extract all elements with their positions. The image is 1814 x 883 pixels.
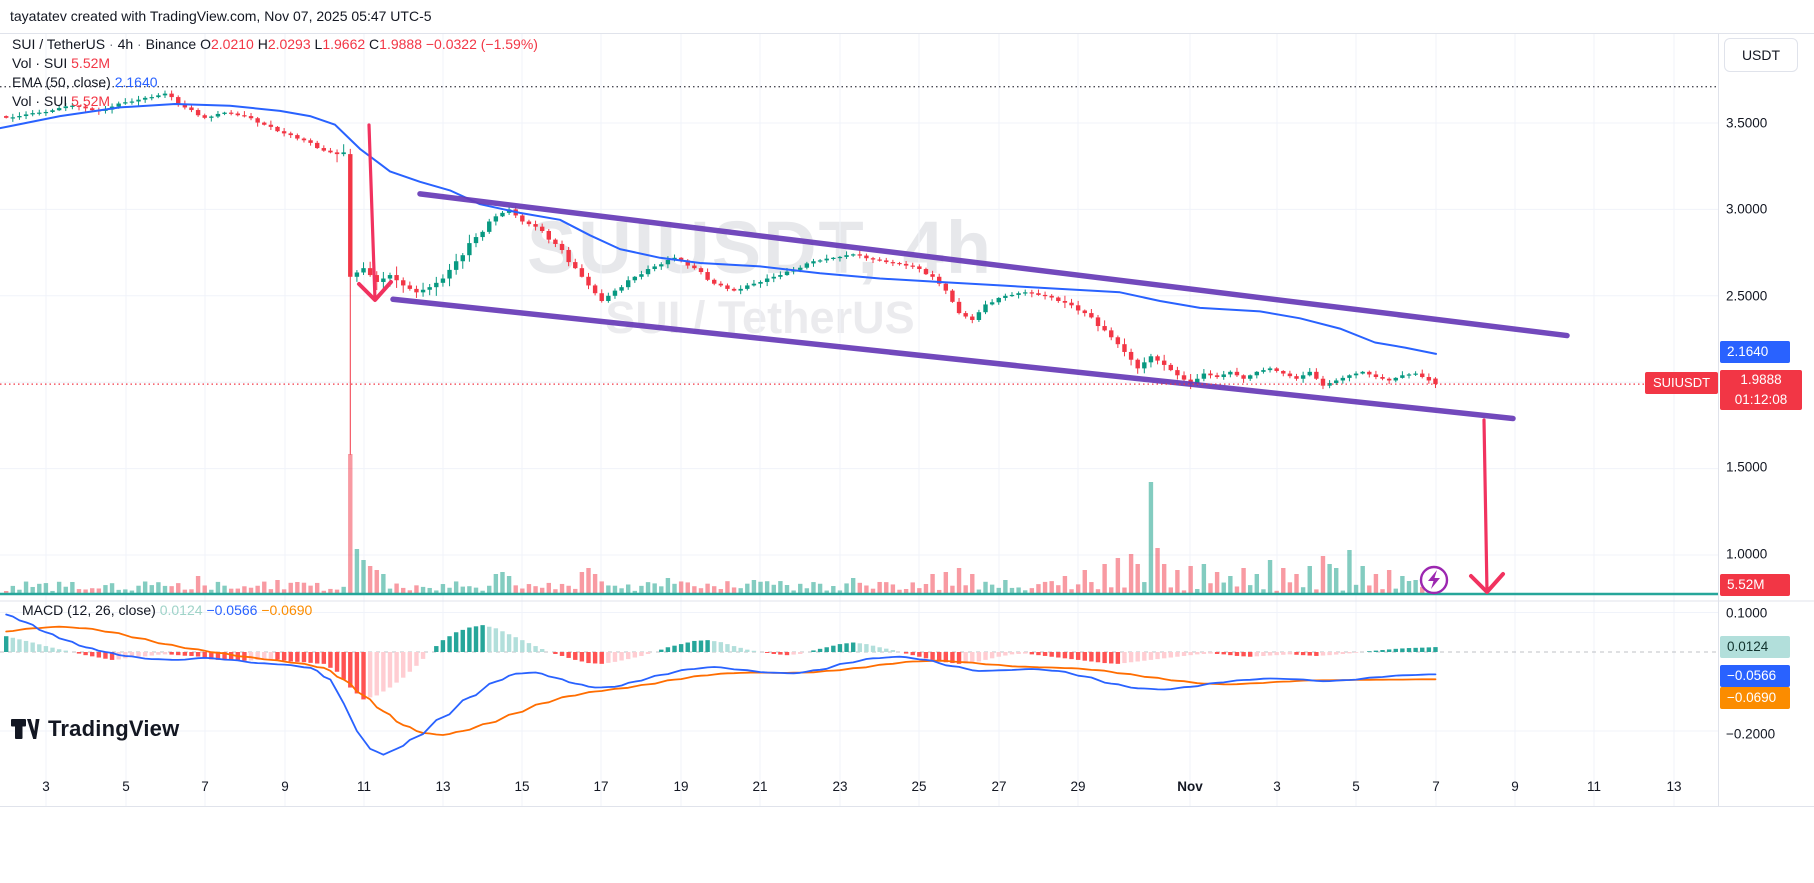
price-tick-label: −0.2000	[1726, 726, 1776, 742]
legend-volume-indicator-row[interactable]: Vol · SUI 5.52M	[12, 93, 538, 110]
ema-axis-badge: 2.1640	[1720, 341, 1790, 363]
price-tick-label: 0.1000	[1726, 605, 1768, 621]
time-tick-label: 23	[832, 779, 848, 794]
volume-value: 5.52M	[71, 55, 111, 71]
candlestick-series	[4, 90, 1438, 455]
ohlc-letter: L	[310, 36, 323, 52]
chart-legend[interactable]: SUI / TetherUS · 4h · Binance O2.0210 H2…	[12, 36, 538, 112]
time-tick-label: Nov	[1177, 779, 1203, 794]
channel-upper-line	[417, 191, 1570, 339]
time-tick-label: 5	[1352, 779, 1360, 794]
time-tick-label: 29	[1070, 779, 1086, 794]
down-arrow-drawing-2[interactable]	[1469, 418, 1505, 594]
macd-value: −0.0690	[261, 602, 313, 618]
legend-symbol-row[interactable]: SUI / TetherUS · 4h · Binance O2.0210 H2…	[12, 36, 538, 53]
time-tick-label: 11	[1586, 779, 1602, 794]
macd-axis-badge-1: −0.0566	[1720, 665, 1790, 687]
down-arrow-drawing-1[interactable]	[357, 123, 393, 302]
descending-channel[interactable]	[390, 191, 1570, 422]
time-tick-label: 13	[435, 779, 451, 794]
ohlc-value: 2.0293	[267, 36, 311, 52]
interval-label: 4h	[117, 36, 134, 52]
tradingview-logo-text: TradingView	[48, 716, 180, 741]
currency-unit-button[interactable]: USDT	[1724, 38, 1798, 72]
symbol-price-flag: SUIUSDT	[1645, 372, 1718, 394]
time-tick-label: 27	[991, 779, 1007, 794]
bar-countdown: 01:12:08	[1734, 392, 1788, 407]
ohlc-value: 1.9662	[322, 36, 366, 52]
tradingview-logo[interactable]: TradingView	[10, 714, 179, 744]
time-tick-label: 19	[673, 779, 689, 794]
macd-line	[5, 613, 1437, 756]
time-tick-label: 21	[752, 779, 768, 794]
price-tick-label: 2.5000	[1726, 288, 1768, 304]
change-value: −0.0322 (−1.59%)	[421, 36, 538, 52]
time-tick-label: 3	[1273, 779, 1281, 794]
volume-label: Vol · SUI	[12, 55, 72, 71]
ohlc-letter: C	[365, 36, 380, 52]
price-tick-label: 1.5000	[1726, 459, 1768, 475]
chart-top-border	[0, 33, 1814, 34]
gridlines	[0, 33, 1718, 806]
volume-indicator-value: 5.52M	[71, 93, 111, 109]
legend-macd-row[interactable]: MACD (12, 26, close) 0.0124 −0.0566 −0.0…	[22, 602, 312, 618]
time-tick-label: 13	[1666, 779, 1682, 794]
legend-volume-row[interactable]: Vol · SUI 5.52M	[12, 55, 538, 72]
separator: ·	[105, 36, 118, 52]
time-tick-label: 11	[356, 779, 372, 794]
time-tick-label: 5	[122, 779, 130, 794]
separator: ·	[133, 36, 146, 52]
volume-indicator-label: Vol · SUI	[12, 93, 72, 109]
lightning-bolt-icon[interactable]	[1419, 565, 1449, 595]
ohlc-letter: H	[253, 36, 268, 52]
symbol-title: SUI / TetherUS	[12, 36, 106, 52]
macd-value: 0.0124	[159, 602, 207, 618]
time-tick-label: 9	[281, 779, 289, 794]
legend-ema-row[interactable]: EMA (50, close) 2.1640	[12, 74, 538, 91]
volume-axis-badge: 5.52M	[1720, 574, 1790, 596]
time-tick-label: 9	[1511, 779, 1519, 794]
macd-histogram	[4, 625, 1438, 700]
time-tick-label: 3	[42, 779, 50, 794]
macd-signal-line	[5, 625, 1437, 736]
time-tick-label: 7	[201, 779, 209, 794]
time-tick-label: 7	[1432, 779, 1440, 794]
time-tick-label: 25	[911, 779, 927, 794]
macd-axis-badge-2: −0.0690	[1720, 687, 1790, 709]
ema-value: 2.1640	[114, 74, 158, 90]
attribution-text: tayatatev created with TradingView.com, …	[10, 8, 432, 24]
price-tick-label: 3.5000	[1726, 115, 1768, 131]
last-price-badge: 1.9888 01:12:08	[1720, 370, 1802, 410]
chart-canvas[interactable]	[0, 30, 1814, 883]
macd-axis-badge-0: 0.0124	[1720, 636, 1790, 658]
price-tick-label: 3.0000	[1726, 201, 1768, 217]
time-tick-label: 17	[593, 779, 609, 794]
last-price-value: 1.9888	[1740, 372, 1782, 387]
macd-value: −0.0566	[206, 602, 262, 618]
ema-line[interactable]	[0, 103, 1437, 355]
ohlc-value: 1.9888	[379, 36, 422, 52]
tradingview-logo-icon	[11, 719, 40, 739]
chart-bottom-border	[0, 806, 1814, 807]
ohlc-letter: O	[200, 36, 211, 52]
price-tick-label: 1.0000	[1726, 546, 1768, 562]
ema-label: EMA (50, close)	[12, 74, 115, 90]
macd-label: MACD (12, 26, close)	[22, 602, 160, 618]
ohlc-value: 2.0210	[210, 36, 254, 52]
volume-series	[4, 454, 1438, 594]
axis-left-border	[1718, 33, 1719, 806]
time-tick-label: 15	[514, 779, 530, 794]
channel-lower-line	[390, 296, 1516, 422]
exchange-label: Binance	[145, 36, 201, 52]
